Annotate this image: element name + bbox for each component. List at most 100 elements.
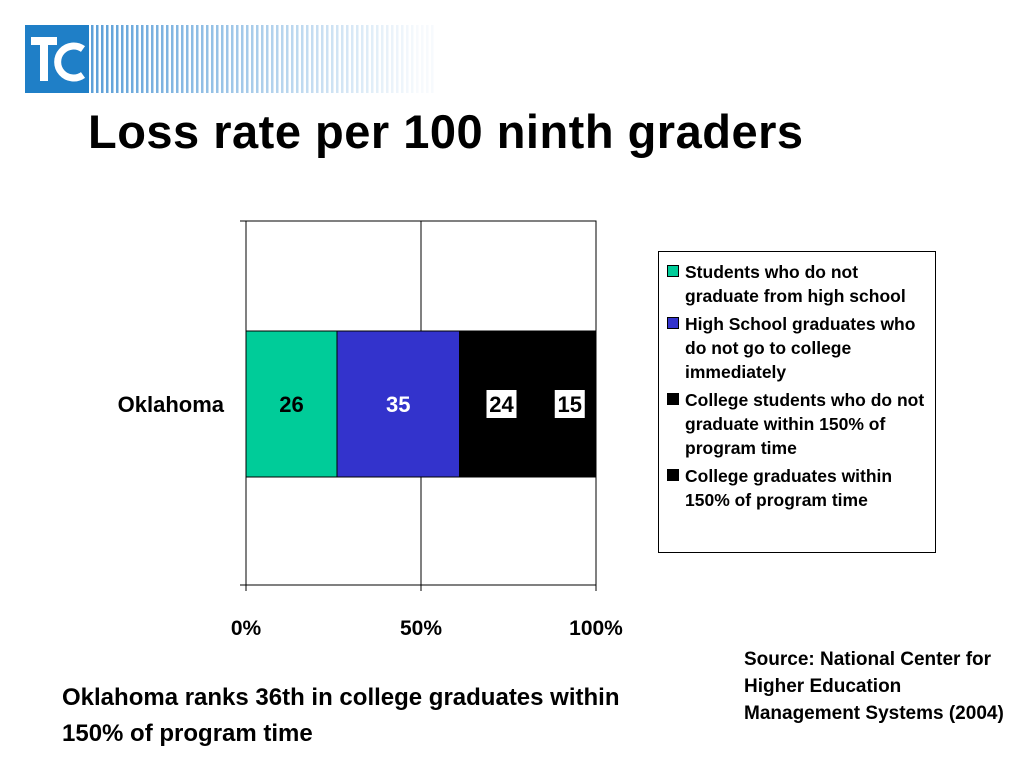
legend-swatch: [667, 469, 679, 481]
header-stripe: [421, 25, 424, 93]
header-stripe: [361, 25, 364, 93]
tcc-logo: [25, 25, 89, 93]
header-stripe: [426, 25, 429, 93]
data-label-background: [554, 390, 585, 418]
header-stripe: [121, 25, 124, 93]
page-title: Loss rate per 100 ninth graders: [88, 105, 804, 158]
header-stripe: [351, 25, 354, 93]
header-stripe: [241, 25, 244, 93]
legend-label: College students who do not graduate wit…: [685, 390, 925, 458]
header-stripe: [366, 25, 369, 93]
legend-item: High School graduates who do not go to c…: [667, 312, 929, 384]
legend-label: High School graduates who do not go to c…: [685, 314, 916, 382]
bar-segment-2: [336, 330, 460, 478]
header-stripe: [326, 25, 329, 93]
x-tick-label: 0%: [231, 617, 262, 640]
header-stripe: [341, 25, 344, 93]
x-tick-label: 100%: [569, 617, 623, 640]
header-stripe: [231, 25, 234, 93]
header-stripe: [176, 25, 179, 93]
header-stripe: [266, 25, 269, 93]
header-stripe: [131, 25, 134, 93]
legend-swatch: [667, 265, 679, 277]
header-stripe: [166, 25, 169, 93]
header-stripe: [431, 25, 434, 93]
header-stripe: [371, 25, 374, 93]
header-stripe: [201, 25, 204, 93]
bar-segment-1: [245, 330, 338, 478]
header-stripe: [181, 25, 184, 93]
header-stripe: [196, 25, 199, 93]
header-stripe: [216, 25, 219, 93]
header-stripe: [411, 25, 414, 93]
legend-swatch: [667, 317, 679, 329]
header-stripe: [101, 25, 104, 93]
header-stripe: [391, 25, 394, 93]
header-stripe: [311, 25, 314, 93]
data-label: 35: [386, 392, 410, 417]
stacked-bar-chart: 0% 50% 100% Oklahoma 26 35 24 15: [118, 220, 623, 640]
header-stripe: [171, 25, 174, 93]
header-stripe: [91, 25, 94, 93]
header-stripe: [291, 25, 294, 93]
legend-item: College graduates within 150% of program…: [667, 464, 929, 512]
header-stripe: [236, 25, 239, 93]
category-label: Oklahoma: [118, 392, 225, 417]
header-stripe: [271, 25, 274, 93]
caption: Oklahoma ranks 36th in college graduates…: [62, 684, 620, 747]
header-stripe: [246, 25, 249, 93]
header-stripe: [401, 25, 404, 93]
header-stripe: [286, 25, 289, 93]
header-stripe: [186, 25, 189, 93]
header-stripe: [301, 25, 304, 93]
legend-swatch: [667, 393, 679, 405]
header-stripe: [336, 25, 339, 93]
header-stripe: [156, 25, 159, 93]
header-stripe: [111, 25, 114, 93]
header-stripe: [96, 25, 99, 93]
header-stripe: [161, 25, 164, 93]
chart-legend: Students who do not graduate from high s…: [658, 251, 936, 553]
header-stripe: [106, 25, 109, 93]
data-label-background: [486, 390, 517, 418]
header-stripe: [146, 25, 149, 93]
header-stripe: [136, 25, 139, 93]
header-stripe: [331, 25, 334, 93]
header-stripe: [281, 25, 284, 93]
header-stripe: [251, 25, 254, 93]
legend-item: Students who do not graduate from high s…: [667, 260, 929, 308]
header-stripe: [381, 25, 384, 93]
header-stripe: [221, 25, 224, 93]
header-stripe: [406, 25, 409, 93]
header-stripe: [226, 25, 229, 93]
header-stripe: [206, 25, 209, 93]
data-label: 24: [489, 392, 514, 417]
header-stripe: [306, 25, 309, 93]
header-stripe: [211, 25, 214, 93]
x-tick-label: 50%: [400, 617, 442, 640]
data-label: 15: [558, 392, 582, 417]
header-stripes: [91, 25, 434, 93]
data-label: 26: [279, 392, 303, 417]
header-stripe: [116, 25, 119, 93]
header-stripe: [276, 25, 279, 93]
header-stripe: [376, 25, 379, 93]
source-note: Source: National Center for Higher Educa…: [744, 649, 1004, 724]
header-stripe: [141, 25, 144, 93]
header-stripe: [126, 25, 129, 93]
header-stripe: [416, 25, 419, 93]
header-stripe: [386, 25, 389, 93]
header-stripe: [256, 25, 259, 93]
header-stripe: [261, 25, 264, 93]
legend-label: Students who do not graduate from high s…: [685, 262, 906, 306]
header-stripe: [296, 25, 299, 93]
header-stripe: [316, 25, 319, 93]
legend-item: College students who do not graduate wit…: [667, 388, 929, 460]
header-stripe: [321, 25, 324, 93]
header-stripe: [396, 25, 399, 93]
header-stripe: [346, 25, 349, 93]
legend-label: College graduates within 150% of program…: [685, 466, 893, 510]
header-stripe: [191, 25, 194, 93]
header-stripe: [356, 25, 359, 93]
header-stripe: [151, 25, 154, 93]
